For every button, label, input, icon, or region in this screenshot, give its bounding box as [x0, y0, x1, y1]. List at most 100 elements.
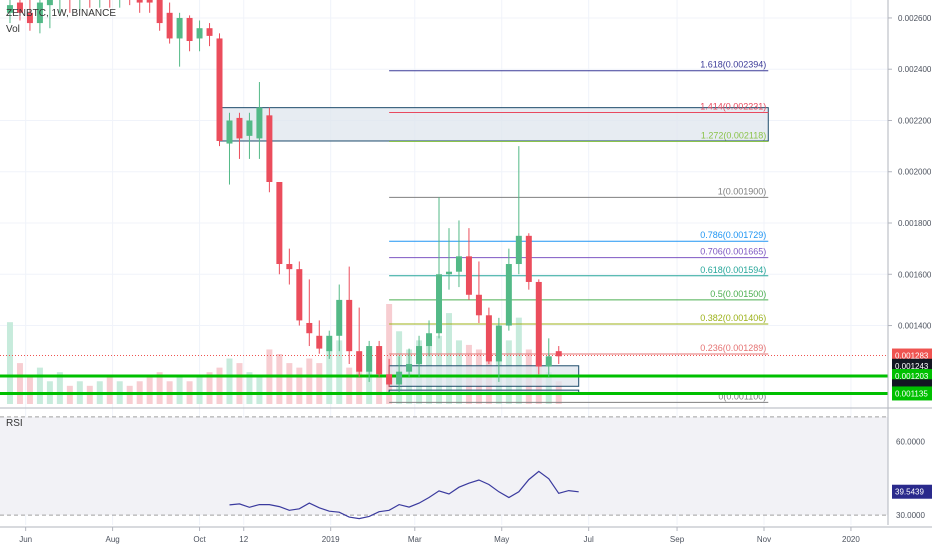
candle-body[interactable] [426, 333, 433, 347]
time-axis-label: Jun [19, 535, 32, 544]
candle-body[interactable] [515, 235, 522, 265]
candle-body[interactable] [136, 0, 143, 3]
candle-body[interactable] [386, 374, 393, 385]
rsi-legend[interactable]: RSI [6, 418, 23, 429]
price-axis-label: 0.001800 [898, 219, 932, 228]
candle-body[interactable] [296, 269, 303, 321]
candle-body[interactable] [226, 120, 233, 144]
candle-body[interactable] [246, 120, 253, 136]
candle-body[interactable] [256, 107, 263, 139]
volume-bar [246, 372, 253, 404]
candle-body[interactable] [36, 2, 43, 24]
time-axis-label: Sep [670, 535, 685, 544]
candle-body[interactable] [416, 346, 423, 364]
fib-level-label: 1(0.001900) [718, 186, 767, 196]
volume-bar [56, 372, 63, 404]
candle-body[interactable] [366, 346, 373, 372]
volume-bar [346, 367, 353, 404]
candle-body[interactable] [356, 351, 363, 372]
volume-bar [236, 363, 243, 404]
candle-body[interactable] [156, 0, 163, 24]
volume-bar [36, 367, 43, 404]
candle-body[interactable] [6, 5, 13, 13]
volume-bar [296, 367, 303, 404]
candle-body[interactable] [216, 38, 223, 141]
candle-body[interactable] [525, 235, 532, 282]
volume-bar [146, 376, 153, 404]
price-badge-label: 0.001135 [895, 389, 928, 398]
candle-body[interactable] [535, 281, 542, 367]
candle-body[interactable] [306, 322, 313, 334]
candle-body[interactable] [465, 256, 472, 295]
fib-level-label: 0.236(0.001289) [700, 343, 766, 353]
candle-body[interactable] [196, 28, 203, 39]
candle-body[interactable] [186, 17, 193, 42]
candle-body[interactable] [376, 346, 383, 375]
candle-body[interactable] [436, 274, 443, 334]
price-axis-label: 0.002200 [898, 116, 932, 125]
price-badge-label: 0.001283 [895, 352, 929, 361]
price-axis-panel [888, 0, 932, 550]
candle-body[interactable] [276, 181, 283, 265]
time-axis-label: Nov [757, 535, 771, 544]
fib-level-label: 0.618(0.001594) [700, 265, 766, 275]
candle-body[interactable] [445, 271, 452, 275]
candle-body[interactable] [206, 28, 213, 36]
volume-bar [226, 358, 233, 404]
candle-body[interactable] [555, 351, 562, 357]
candle-body[interactable] [475, 294, 482, 316]
candle-body[interactable] [455, 256, 462, 272]
time-axis-label: 2020 [842, 535, 860, 544]
volume-bar [276, 354, 283, 404]
rsi-value-badge [892, 484, 932, 499]
price-axis-label: 0.001600 [898, 270, 932, 279]
price-axis-label: 0.002400 [898, 65, 932, 74]
candle-body[interactable] [236, 117, 243, 139]
price-axis-label: 0.002600 [898, 14, 932, 23]
volume-legend[interactable]: Vol [6, 24, 20, 35]
volume-bar [26, 376, 33, 404]
candle-body[interactable] [396, 371, 403, 385]
candle-body[interactable] [346, 299, 353, 352]
candle-body[interactable] [326, 335, 333, 352]
volume-bar [256, 376, 263, 404]
candle-body[interactable] [176, 17, 183, 39]
candle-body[interactable] [286, 264, 293, 270]
volume-bar [336, 340, 343, 404]
fib-level-label: 0.5(0.001500) [710, 289, 766, 299]
candle-body[interactable] [26, 12, 33, 24]
candle-body[interactable] [16, 2, 23, 13]
candle-body[interactable] [316, 335, 323, 349]
volume-bar [156, 372, 163, 404]
volume-bar [376, 363, 383, 404]
rsi-value-label: 39.5439 [895, 488, 924, 497]
time-axis-label: Aug [105, 535, 119, 544]
time-axis-label: May [494, 535, 509, 544]
fib-level-label: 0.382(0.001406) [700, 313, 766, 323]
candle-body[interactable] [495, 325, 502, 362]
candle-body[interactable] [46, 0, 53, 6]
candle-body[interactable] [545, 356, 552, 367]
time-axis-label: Oct [193, 535, 206, 544]
price-axis-label: 0.001400 [898, 322, 932, 331]
time-axis-label: Mar [408, 535, 422, 544]
time-axis-label: 12 [239, 535, 248, 544]
volume-bar [306, 358, 313, 404]
candle-body[interactable] [485, 315, 492, 362]
candle-body[interactable] [146, 0, 153, 3]
rsi-band-fill [0, 416, 888, 516]
candle-body[interactable] [266, 115, 273, 182]
rsi-line[interactable] [229, 470, 579, 520]
zone-box[interactable] [219, 107, 769, 142]
fib-level-label: 0.706(0.001665) [700, 247, 766, 257]
candle-body[interactable] [166, 12, 173, 39]
volume-bar [106, 376, 113, 404]
symbol-legend[interactable]: ZENBTC, 1W, BINANCE [6, 8, 117, 19]
volume-bar [286, 363, 293, 404]
candle-body[interactable] [336, 299, 343, 336]
candle-body[interactable] [406, 363, 413, 372]
price-badge-label: 0.001243 [895, 362, 929, 371]
candle-body[interactable] [505, 264, 512, 326]
